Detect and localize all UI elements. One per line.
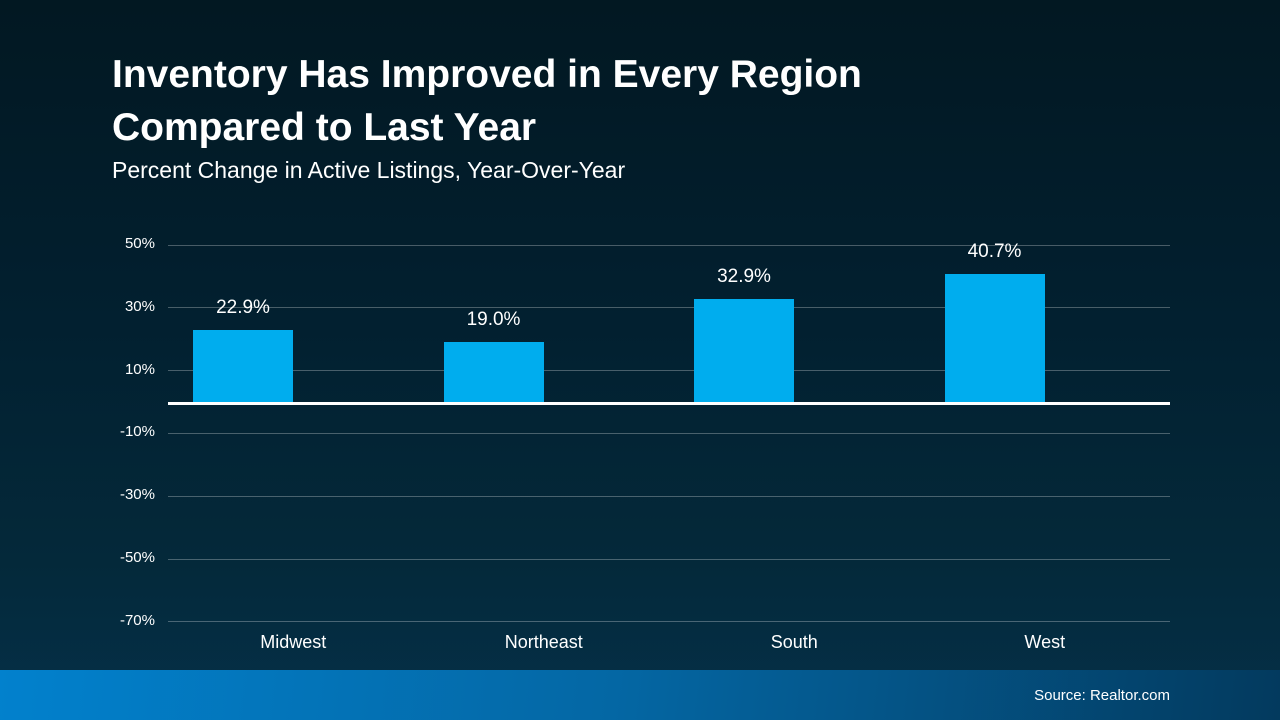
y-axis-tick-label: 50%: [124, 235, 155, 252]
bar-northeast: [443, 342, 544, 402]
y-axis-tick-label: -10%: [119, 423, 155, 441]
page-title: Inventory Has Improved in Every Region C…: [112, 48, 862, 154]
bar-midwest: [193, 330, 293, 402]
x-axis-category-label: West: [1024, 632, 1066, 652]
source-label: Source: Realtor.com: [1034, 686, 1170, 704]
zero-baseline: [168, 401, 1170, 405]
bar-value-label: 19.0%: [466, 309, 521, 331]
y-axis-tick-label: -50%: [119, 549, 155, 566]
y-axis-tick-label: 30%: [124, 297, 155, 315]
bar-value-label: 22.9%: [216, 297, 270, 319]
page-title-line2: Compared to Last Year: [112, 106, 537, 149]
bar-chart: 50% 30% 10% -10% -30% -50% -70% 22.9% Midwest 19.…: [119, 235, 1170, 652]
bar-value-label: 32.9%: [717, 265, 771, 287]
gridline: [168, 370, 1170, 372]
bar-south: [694, 298, 794, 402]
x-axis-category-label: South: [770, 632, 818, 652]
page-title-line1: Inventory Has Improved in Every Region: [112, 53, 862, 96]
y-axis-tick-label: -70%: [119, 611, 155, 629]
bar-value-label: 40.7%: [967, 241, 1022, 263]
gridline: [168, 621, 1170, 623]
gridline: [168, 558, 1170, 560]
x-axis-category-label: Midwest: [260, 632, 327, 652]
gridline: [168, 307, 1170, 309]
y-axis-tick-label: -30%: [119, 486, 155, 504]
page-subtitle: Percent Change in Active Listings, Year-…: [112, 157, 626, 183]
gridline: [168, 495, 1170, 497]
gridline: [168, 432, 1170, 434]
bar-west: [944, 274, 1045, 402]
gridline: [168, 244, 1170, 246]
y-axis-tick-label: 10%: [124, 360, 155, 378]
x-axis-category-label: Northeast: [504, 632, 583, 652]
footer-bar: Source: Realtor.com: [0, 670, 1280, 720]
